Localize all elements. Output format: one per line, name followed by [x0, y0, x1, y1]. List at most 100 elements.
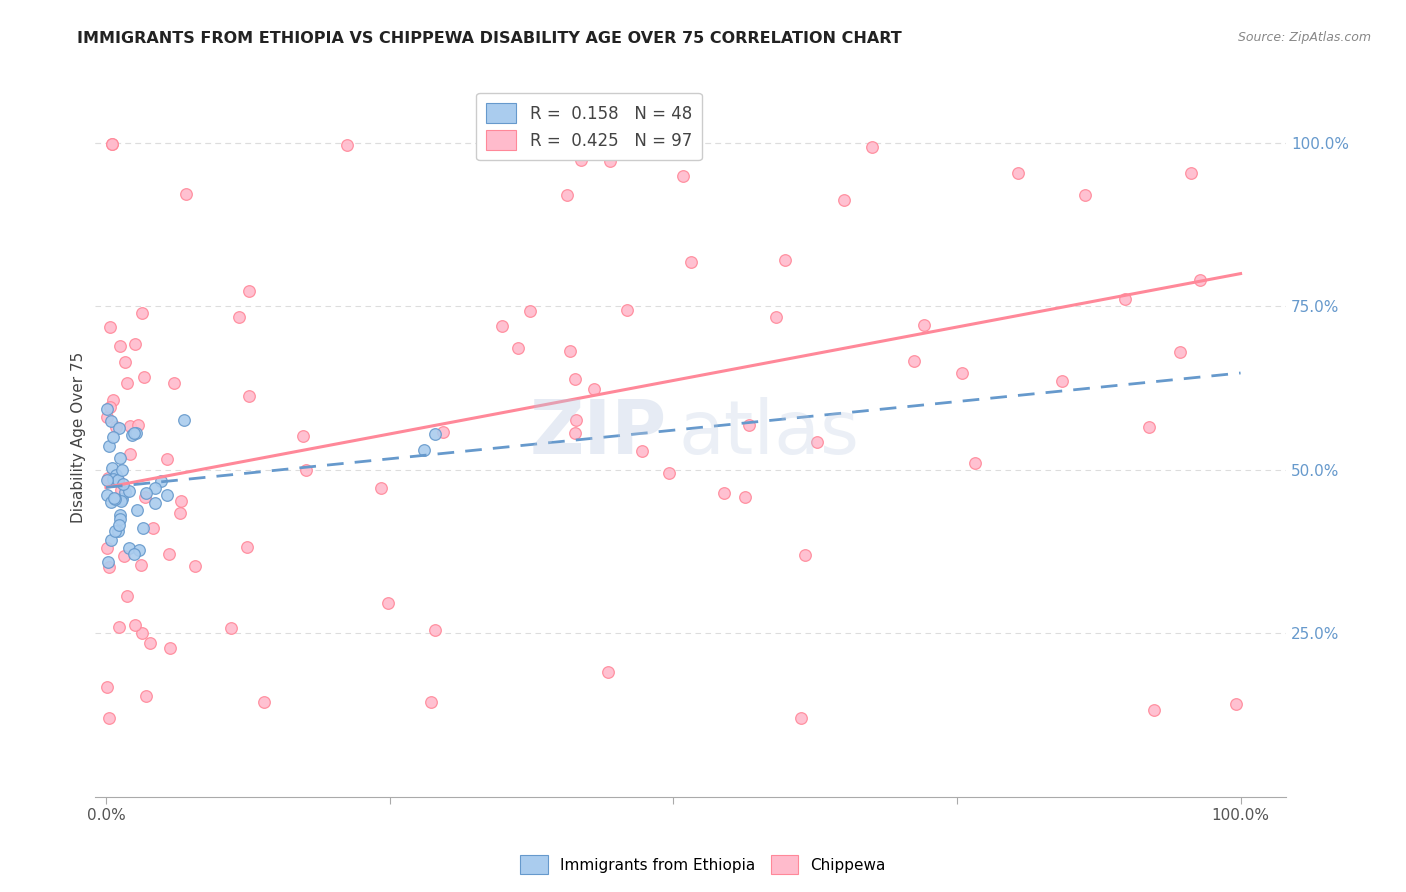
Point: [159, 640, 181, 655]
Point: [101, 461, 124, 475]
Point: [131, 306, 153, 320]
Point: [120, 419, 142, 434]
Point: [860, 140, 883, 154]
Point: [184, 559, 207, 574]
Point: [291, 429, 314, 443]
Point: [121, 427, 143, 442]
Point: [558, 343, 581, 358]
Point: [765, 310, 787, 324]
Point: [128, 543, 150, 558]
Point: [124, 617, 146, 632]
Point: [737, 418, 759, 433]
Point: [110, 483, 132, 498]
Point: [125, 426, 148, 441]
Y-axis label: Disability Age Over 75: Disability Age Over 75: [72, 351, 86, 523]
Point: [125, 503, 148, 517]
Point: [107, 473, 129, 487]
Point: [238, 388, 260, 402]
Point: [118, 541, 141, 555]
Point: [110, 493, 132, 508]
Point: [1168, 345, 1191, 359]
Point: [97, 439, 120, 453]
Point: [1180, 166, 1202, 180]
Text: atlas: atlas: [678, 397, 859, 470]
Point: [1143, 702, 1166, 716]
Point: [1050, 374, 1073, 388]
Legend: Immigrants from Ethiopia, Chippewa: Immigrants from Ethiopia, Chippewa: [515, 849, 891, 880]
Point: [679, 255, 702, 269]
Point: [114, 355, 136, 369]
Point: [370, 481, 392, 495]
Point: [98, 560, 121, 574]
Point: [564, 372, 586, 386]
Point: [173, 412, 195, 426]
Point: [142, 521, 165, 535]
Text: IMMIGRANTS FROM ETHIOPIA VS CHIPPEWA DISABILITY AGE OVER 75 CORRELATION CHART: IMMIGRANTS FROM ETHIOPIA VS CHIPPEWA DIS…: [77, 31, 903, 46]
Point: [115, 590, 138, 604]
Point: [96, 409, 118, 424]
Point: [115, 376, 138, 390]
Point: [114, 485, 136, 500]
Point: [100, 414, 122, 428]
Point: [672, 169, 695, 183]
Point: [228, 310, 250, 324]
Point: [156, 488, 179, 502]
Point: [598, 665, 620, 680]
Point: [950, 366, 973, 380]
Point: [794, 548, 817, 562]
Point: [569, 153, 592, 167]
Point: [100, 533, 122, 547]
Point: [806, 434, 828, 449]
Point: [101, 136, 124, 151]
Point: [658, 466, 681, 480]
Point: [519, 303, 541, 318]
Point: [98, 320, 121, 334]
Point: [295, 463, 318, 477]
Point: [583, 382, 606, 396]
Point: [96, 470, 118, 484]
Point: [100, 495, 122, 509]
Point: [565, 412, 588, 426]
Point: [96, 555, 118, 569]
Point: [169, 506, 191, 520]
Point: [107, 619, 129, 633]
Point: [111, 492, 134, 507]
Point: [124, 336, 146, 351]
Point: [111, 463, 134, 477]
Point: [108, 450, 131, 465]
Point: [117, 483, 139, 498]
Point: [599, 153, 621, 168]
Point: [616, 302, 638, 317]
Point: [143, 481, 166, 495]
Point: [101, 430, 124, 444]
Point: [775, 253, 797, 268]
Point: [963, 456, 986, 470]
Point: [101, 472, 124, 486]
Point: [903, 354, 925, 368]
Point: [508, 341, 530, 355]
Point: [423, 624, 446, 638]
Point: [107, 420, 129, 434]
Point: [124, 426, 146, 441]
Point: [790, 711, 813, 725]
Point: [135, 689, 157, 703]
Legend: R =  0.158   N = 48, R =  0.425   N = 97: R = 0.158 N = 48, R = 0.425 N = 97: [477, 93, 702, 161]
Point: [104, 419, 127, 434]
Point: [108, 339, 131, 353]
Point: [170, 494, 193, 508]
Point: [336, 137, 359, 152]
Point: [149, 474, 172, 488]
Point: [1225, 697, 1247, 711]
Point: [103, 392, 125, 407]
Point: [412, 442, 434, 457]
Point: [100, 137, 122, 152]
Point: [419, 695, 441, 709]
Point: [129, 558, 152, 572]
Point: [236, 540, 259, 554]
Point: [98, 400, 121, 414]
Point: [131, 626, 153, 640]
Point: [143, 496, 166, 510]
Point: [1189, 273, 1212, 287]
Point: [377, 596, 399, 610]
Point: [156, 451, 179, 466]
